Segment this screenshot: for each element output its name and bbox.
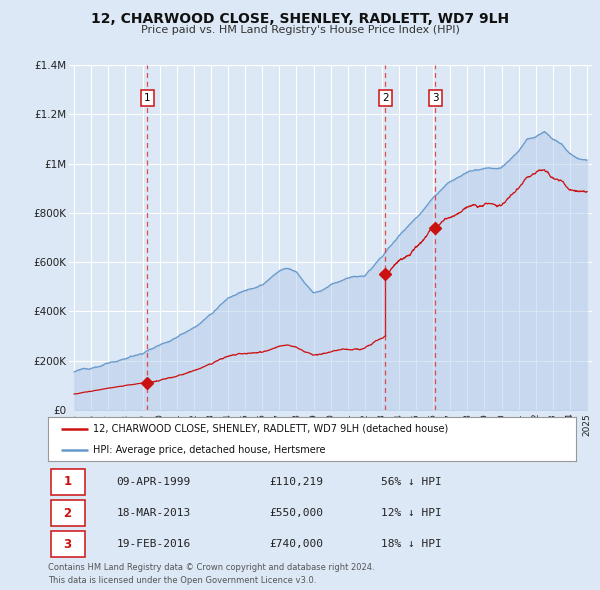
FancyBboxPatch shape [50,500,85,526]
FancyBboxPatch shape [50,531,85,558]
FancyBboxPatch shape [50,468,85,495]
Text: 18-MAR-2013: 18-MAR-2013 [116,508,191,518]
Text: £110,219: £110,219 [270,477,324,487]
Text: 19-FEB-2016: 19-FEB-2016 [116,539,191,549]
Text: 2: 2 [382,93,389,103]
Text: 1: 1 [64,475,71,489]
Text: This data is licensed under the Open Government Licence v3.0.: This data is licensed under the Open Gov… [48,576,316,585]
Text: Contains HM Land Registry data © Crown copyright and database right 2024.: Contains HM Land Registry data © Crown c… [48,563,374,572]
Text: £740,000: £740,000 [270,539,324,549]
Text: 09-APR-1999: 09-APR-1999 [116,477,191,487]
Text: 3: 3 [432,93,439,103]
Text: 3: 3 [64,537,71,551]
Text: HPI: Average price, detached house, Hertsmere: HPI: Average price, detached house, Hert… [93,445,325,455]
Text: 18% ↓ HPI: 18% ↓ HPI [380,539,442,549]
Text: £550,000: £550,000 [270,508,324,518]
Text: Price paid vs. HM Land Registry's House Price Index (HPI): Price paid vs. HM Land Registry's House … [140,25,460,35]
Text: 56% ↓ HPI: 56% ↓ HPI [380,477,442,487]
Text: 12, CHARWOOD CLOSE, SHENLEY, RADLETT, WD7 9LH: 12, CHARWOOD CLOSE, SHENLEY, RADLETT, WD… [91,12,509,26]
Text: 12, CHARWOOD CLOSE, SHENLEY, RADLETT, WD7 9LH (detached house): 12, CHARWOOD CLOSE, SHENLEY, RADLETT, WD… [93,424,448,434]
Text: 1: 1 [144,93,151,103]
Text: 12% ↓ HPI: 12% ↓ HPI [380,508,442,518]
Text: 2: 2 [64,506,71,520]
